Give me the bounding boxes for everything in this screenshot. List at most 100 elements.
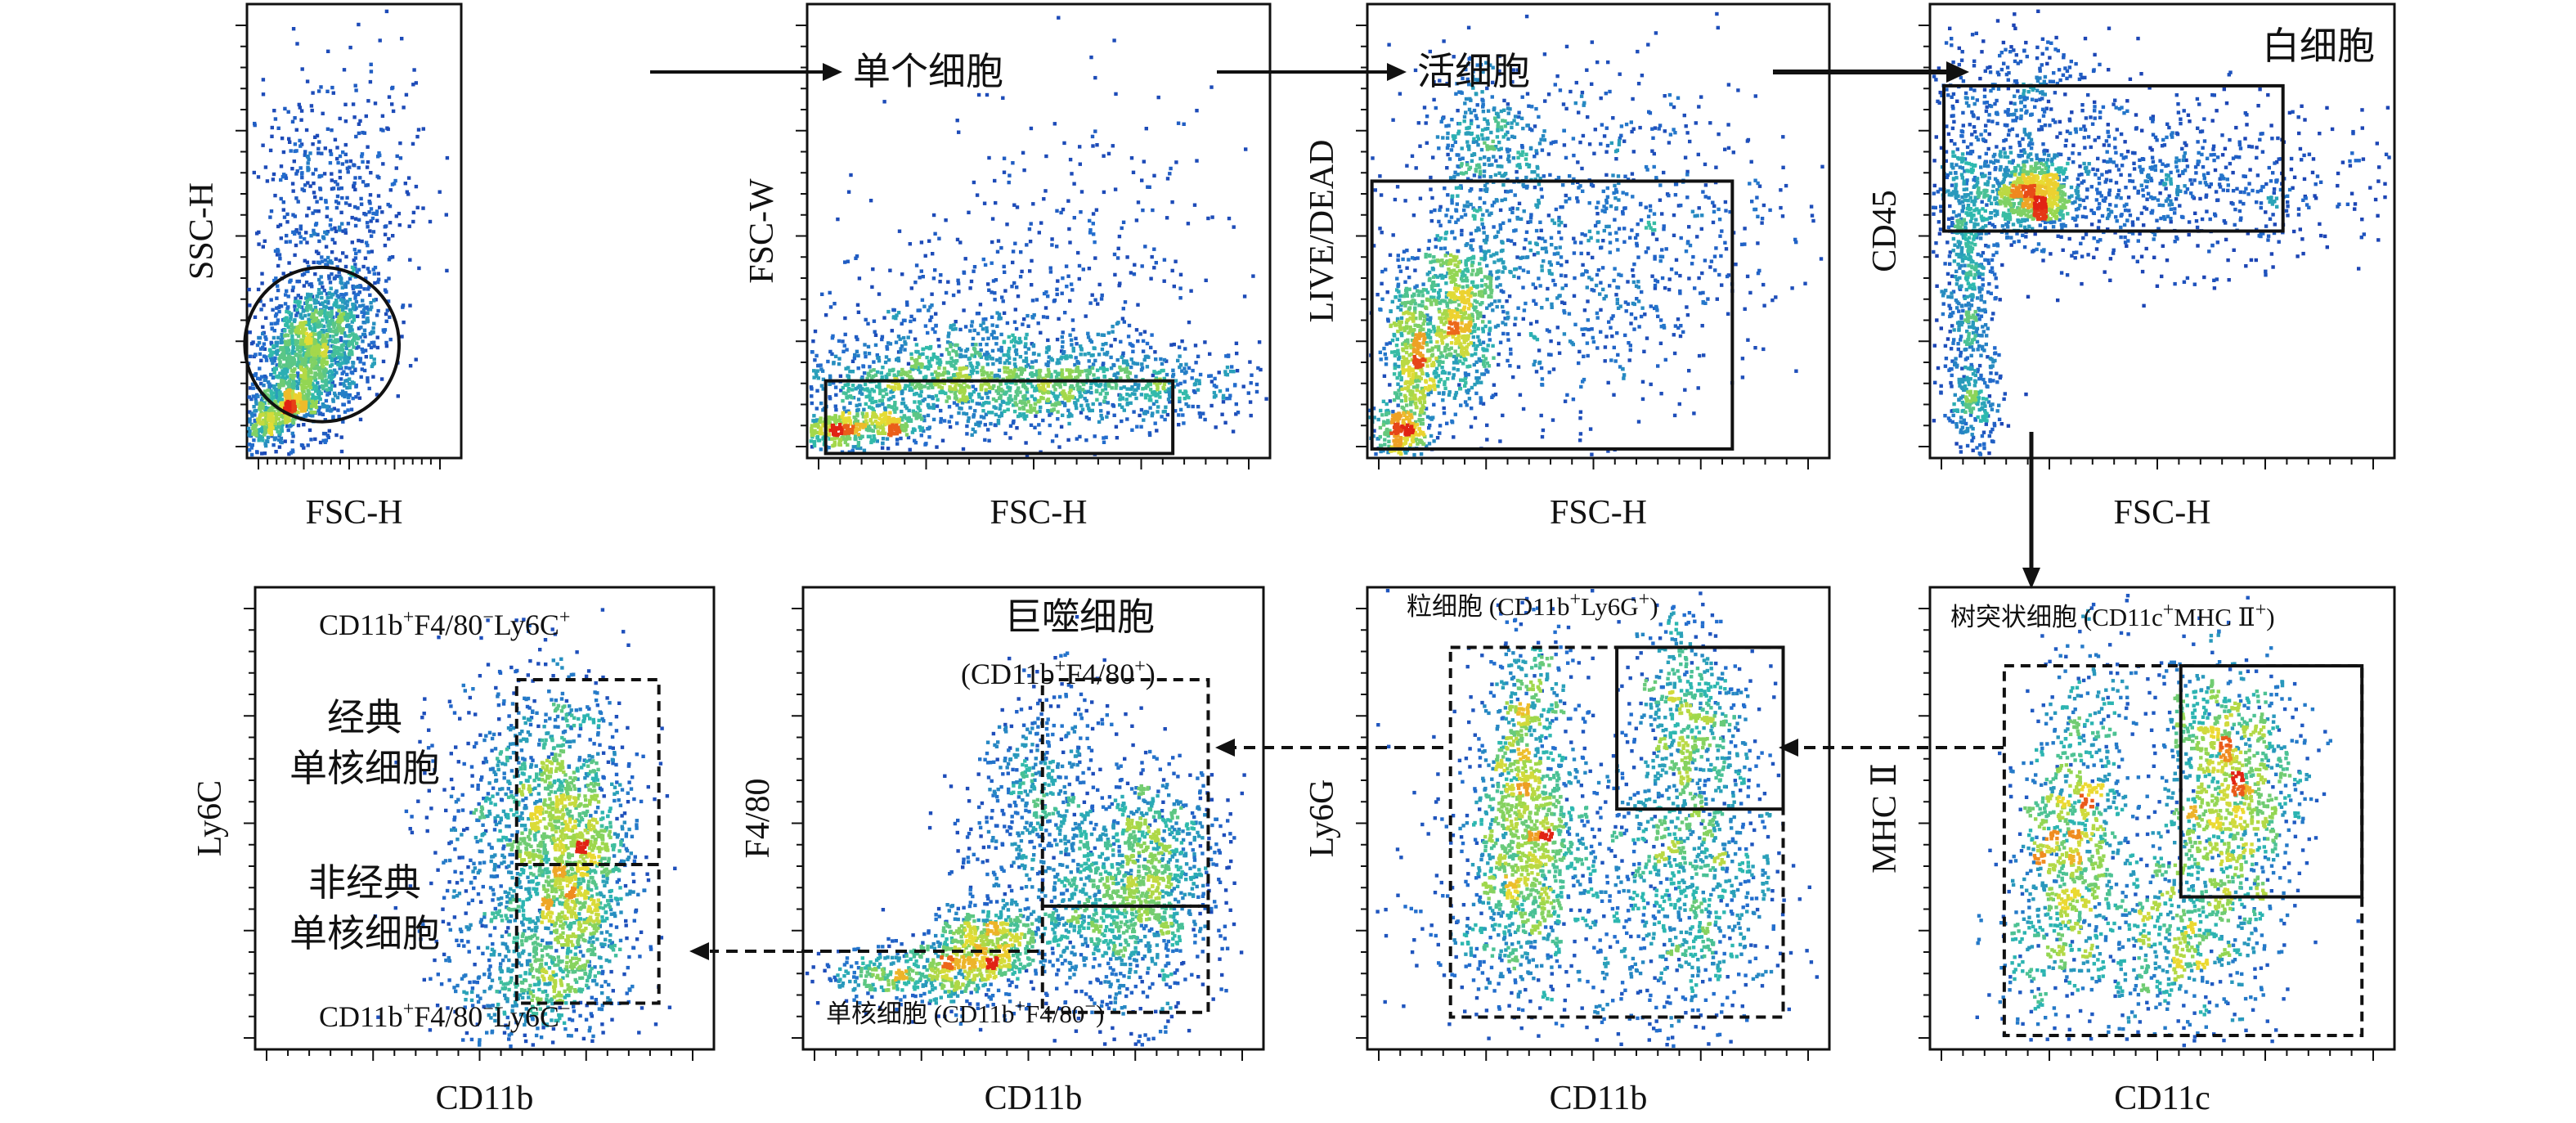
p1-event (317, 341, 321, 345)
p1-event (350, 328, 354, 332)
p2-event (951, 348, 955, 353)
p2-event (1013, 394, 1018, 399)
p1-event (367, 343, 371, 347)
p1-event (272, 172, 276, 177)
p1-event (316, 348, 321, 353)
p1-event (266, 389, 270, 393)
p2-event (940, 438, 945, 442)
p1-event (315, 200, 319, 204)
p1-event (272, 329, 276, 333)
p2-event (1122, 320, 1126, 324)
p1-event (380, 114, 385, 118)
p2-event (1075, 406, 1079, 411)
p2-event (1174, 160, 1178, 164)
p1-event (415, 134, 420, 139)
p2-event (868, 393, 872, 398)
p1-event (311, 91, 315, 95)
p2-event (843, 383, 847, 388)
p2-event (855, 303, 860, 307)
p2-event (972, 389, 976, 394)
p2-event (1037, 231, 1041, 235)
p2-event (895, 442, 900, 446)
p2-event (859, 384, 863, 389)
p1-event (331, 335, 335, 339)
p3-event (1586, 115, 1590, 119)
p3-event (1388, 399, 1393, 403)
p2-event (1060, 391, 1064, 395)
p1-event (291, 189, 295, 193)
p2-event (1155, 399, 1159, 404)
p2-event (890, 389, 895, 393)
p1-event (403, 182, 407, 186)
p2-event (1118, 365, 1122, 370)
p1-event (352, 290, 356, 295)
p3-event (1743, 307, 1747, 311)
p2-event (1068, 373, 1072, 377)
p2-event (826, 359, 830, 364)
p2-event (961, 447, 966, 451)
p1-event (269, 298, 273, 302)
p2-event (1043, 306, 1048, 310)
p1-event (321, 387, 325, 391)
p2-event (1015, 285, 1019, 290)
p2-event (999, 413, 1003, 418)
p1-event (283, 328, 287, 333)
p2-event (914, 343, 919, 347)
p1-event (302, 342, 307, 347)
p1-event (282, 357, 286, 361)
p2-event (955, 237, 960, 242)
p1-event (290, 328, 294, 332)
p3-event (1745, 139, 1750, 143)
p1-event (324, 438, 329, 442)
p1-event (293, 231, 297, 236)
p2-event (1011, 161, 1015, 165)
p2-event (834, 407, 838, 412)
p3-event (1371, 156, 1375, 160)
p2-event (1078, 162, 1082, 166)
p1-event (319, 291, 324, 295)
p3-event (1631, 274, 1636, 278)
p2-event (1196, 388, 1200, 392)
p2-event (1068, 157, 1073, 162)
p2-event (963, 354, 967, 358)
p1-event (323, 146, 327, 150)
p1-event (304, 231, 308, 235)
p2-event (1078, 391, 1082, 395)
p2-event (843, 260, 847, 264)
p2-event (841, 411, 846, 415)
p2-event (1119, 393, 1123, 398)
p2-event (1114, 383, 1119, 388)
p2-event (1079, 190, 1084, 194)
p2-event (1012, 344, 1016, 348)
p1-event (267, 384, 272, 389)
p1-event (372, 357, 376, 362)
p2-event (1003, 366, 1007, 370)
p2-event (1236, 411, 1241, 415)
p1-event (378, 38, 382, 43)
p1-event (304, 339, 308, 344)
p1-event (285, 351, 289, 355)
p1-event (325, 347, 329, 352)
p3-event (1672, 213, 1676, 218)
p2-event (1106, 411, 1111, 415)
p1-event (402, 106, 406, 110)
p2-event (1030, 394, 1034, 398)
p1-event (330, 407, 334, 412)
p2-event (1084, 398, 1088, 403)
p3-event (1663, 129, 1667, 133)
p2-event (1029, 410, 1033, 414)
p2-event (1100, 416, 1104, 420)
p3-event (1610, 334, 1614, 339)
p1-event (260, 427, 264, 431)
p1-event (319, 173, 324, 178)
p2-event (972, 269, 976, 273)
p1-event (276, 248, 280, 252)
p1-event (338, 364, 343, 369)
p2-event (996, 239, 1001, 243)
p2-event (898, 337, 902, 341)
p2-event (1176, 121, 1181, 125)
p2-event (1187, 320, 1192, 325)
p1-event (312, 328, 317, 332)
p2-event (1143, 354, 1148, 359)
